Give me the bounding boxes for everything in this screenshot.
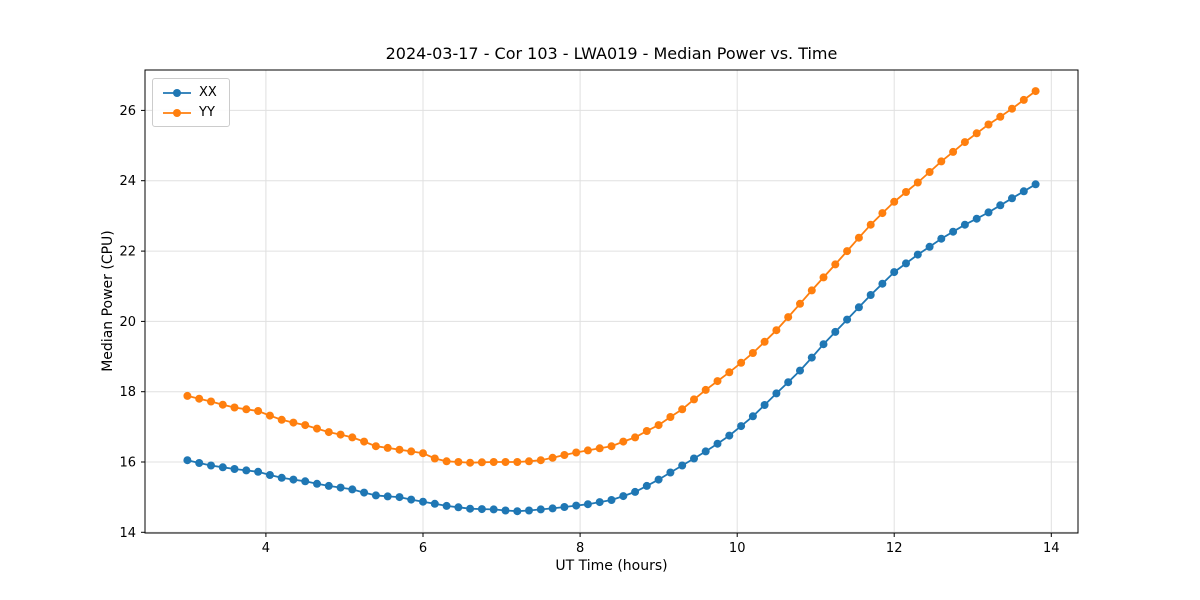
legend-item-yy: YY xyxy=(162,105,217,120)
svg-text:16: 16 xyxy=(119,456,136,471)
svg-text:10: 10 xyxy=(729,541,746,556)
chart-title: 2024-03-17 - Cor 103 - LWA019 - Median P… xyxy=(385,44,838,63)
svg-text:14: 14 xyxy=(119,526,136,541)
svg-text:14: 14 xyxy=(1043,541,1060,556)
svg-text:26: 26 xyxy=(119,104,136,119)
svg-text:22: 22 xyxy=(119,245,136,260)
legend-label-yy: YY xyxy=(199,105,215,120)
svg-text:8: 8 xyxy=(576,541,584,556)
svg-text:6: 6 xyxy=(419,541,427,556)
legend-swatch-yy-icon xyxy=(163,108,191,117)
x-axis-label: UT Time (hours) xyxy=(555,558,668,574)
svg-text:20: 20 xyxy=(119,315,136,330)
legend-label-xx: XX xyxy=(199,85,217,100)
legend-item-xx: XX xyxy=(162,85,217,100)
legend: XX YY xyxy=(152,78,230,127)
legend-swatch-xx-icon xyxy=(163,88,191,97)
svg-text:24: 24 xyxy=(119,174,136,189)
y-axis-label: Median Power (CPU) xyxy=(100,230,116,372)
svg-text:4: 4 xyxy=(262,541,270,556)
svg-text:12: 12 xyxy=(886,541,903,556)
svg-text:18: 18 xyxy=(119,385,136,400)
